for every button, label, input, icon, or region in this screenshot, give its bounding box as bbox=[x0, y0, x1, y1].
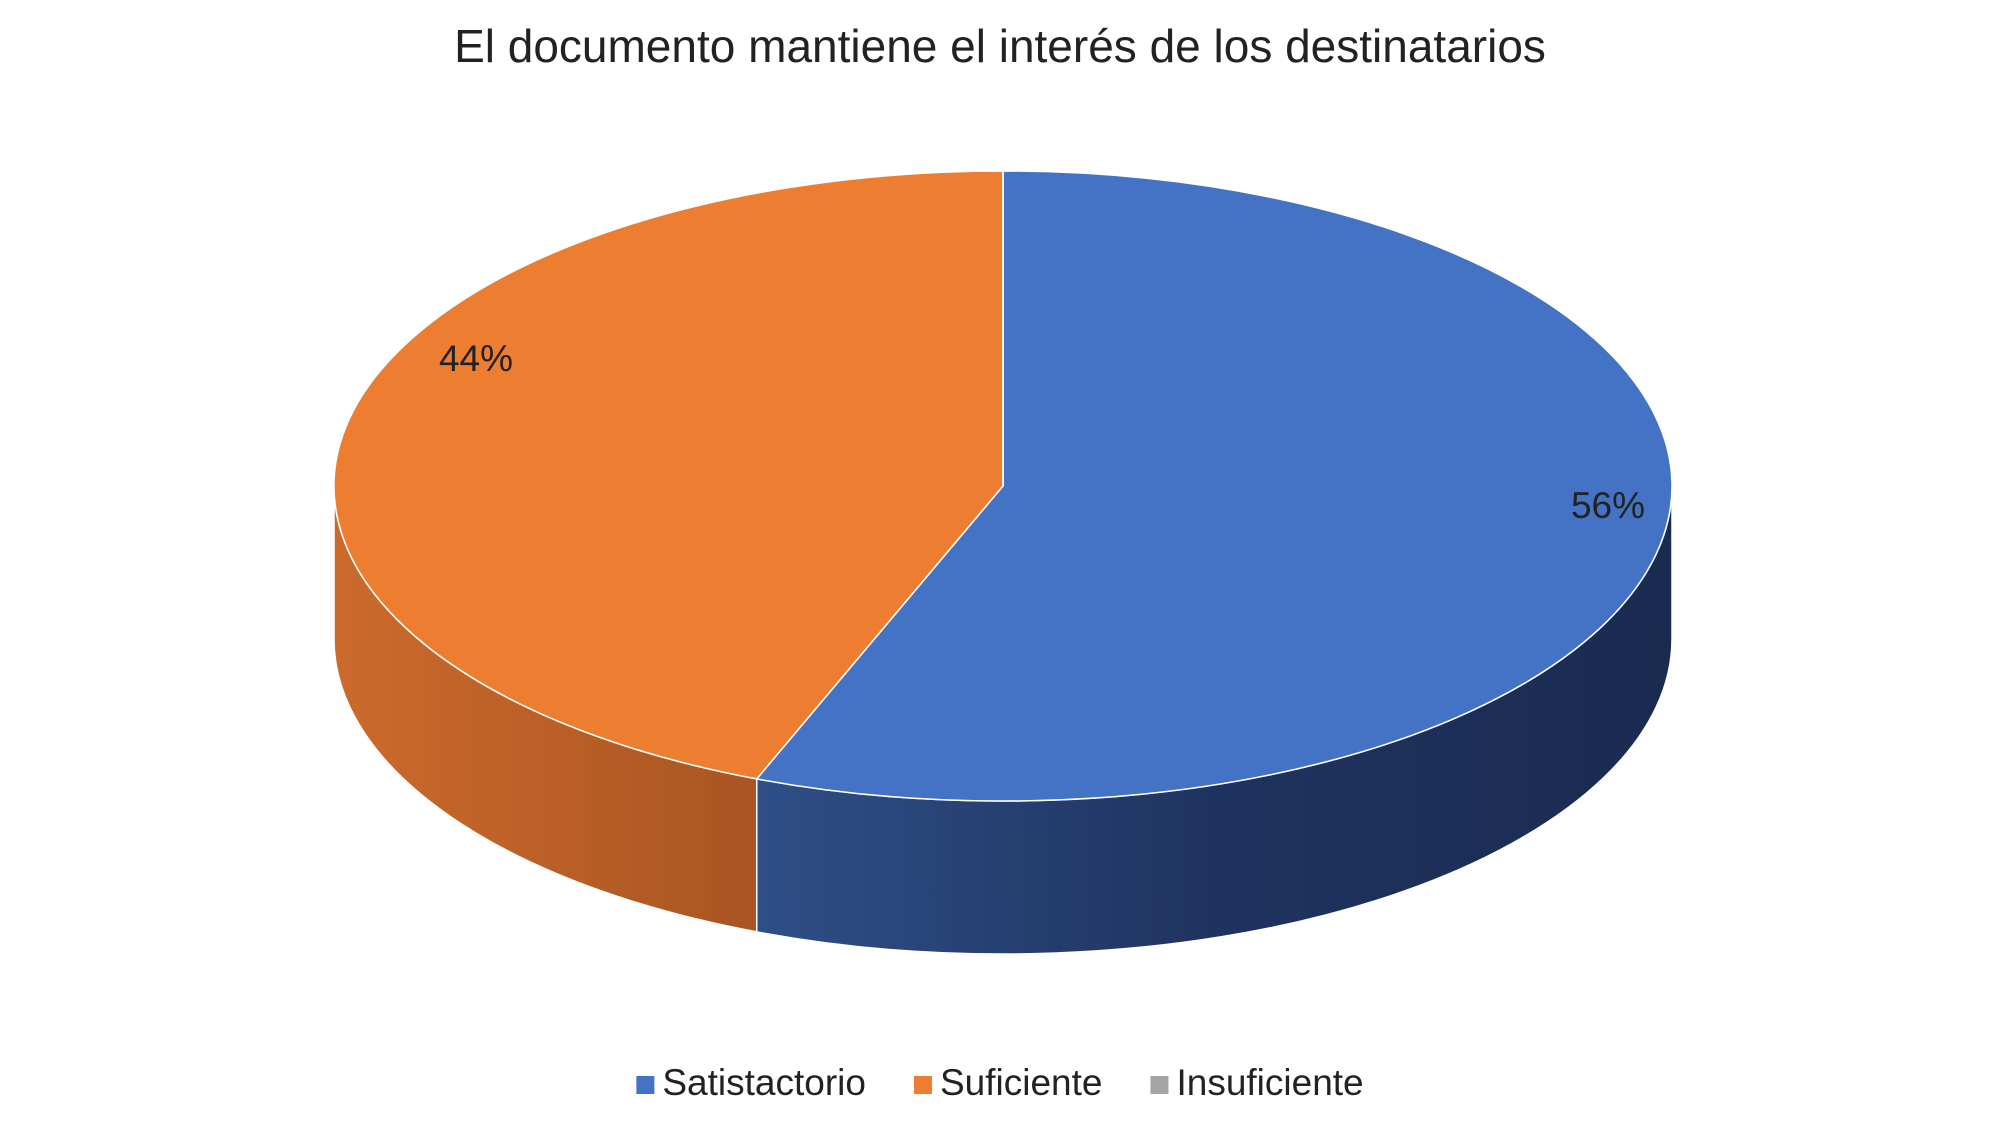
legend-item: Satistactorio bbox=[636, 1062, 866, 1103]
legend-label: Suficiente bbox=[940, 1062, 1103, 1103]
slice bbox=[755, 170, 1673, 802]
legend-swatch bbox=[636, 1076, 655, 1094]
data-label: 44% bbox=[439, 338, 513, 379]
chart-title: El documento mantiene el interés de los … bbox=[454, 20, 1546, 72]
legend-swatch bbox=[1150, 1076, 1169, 1094]
slice bbox=[333, 170, 1004, 780]
legend-swatch bbox=[913, 1076, 932, 1094]
data-label: 56% bbox=[1571, 485, 1645, 526]
legend-label: Insuficiente bbox=[1176, 1062, 1363, 1103]
legend-item: Insuficiente bbox=[1150, 1062, 1364, 1103]
legend-label: Satistactorio bbox=[662, 1062, 866, 1103]
legend-item: Suficiente bbox=[913, 1062, 1103, 1103]
